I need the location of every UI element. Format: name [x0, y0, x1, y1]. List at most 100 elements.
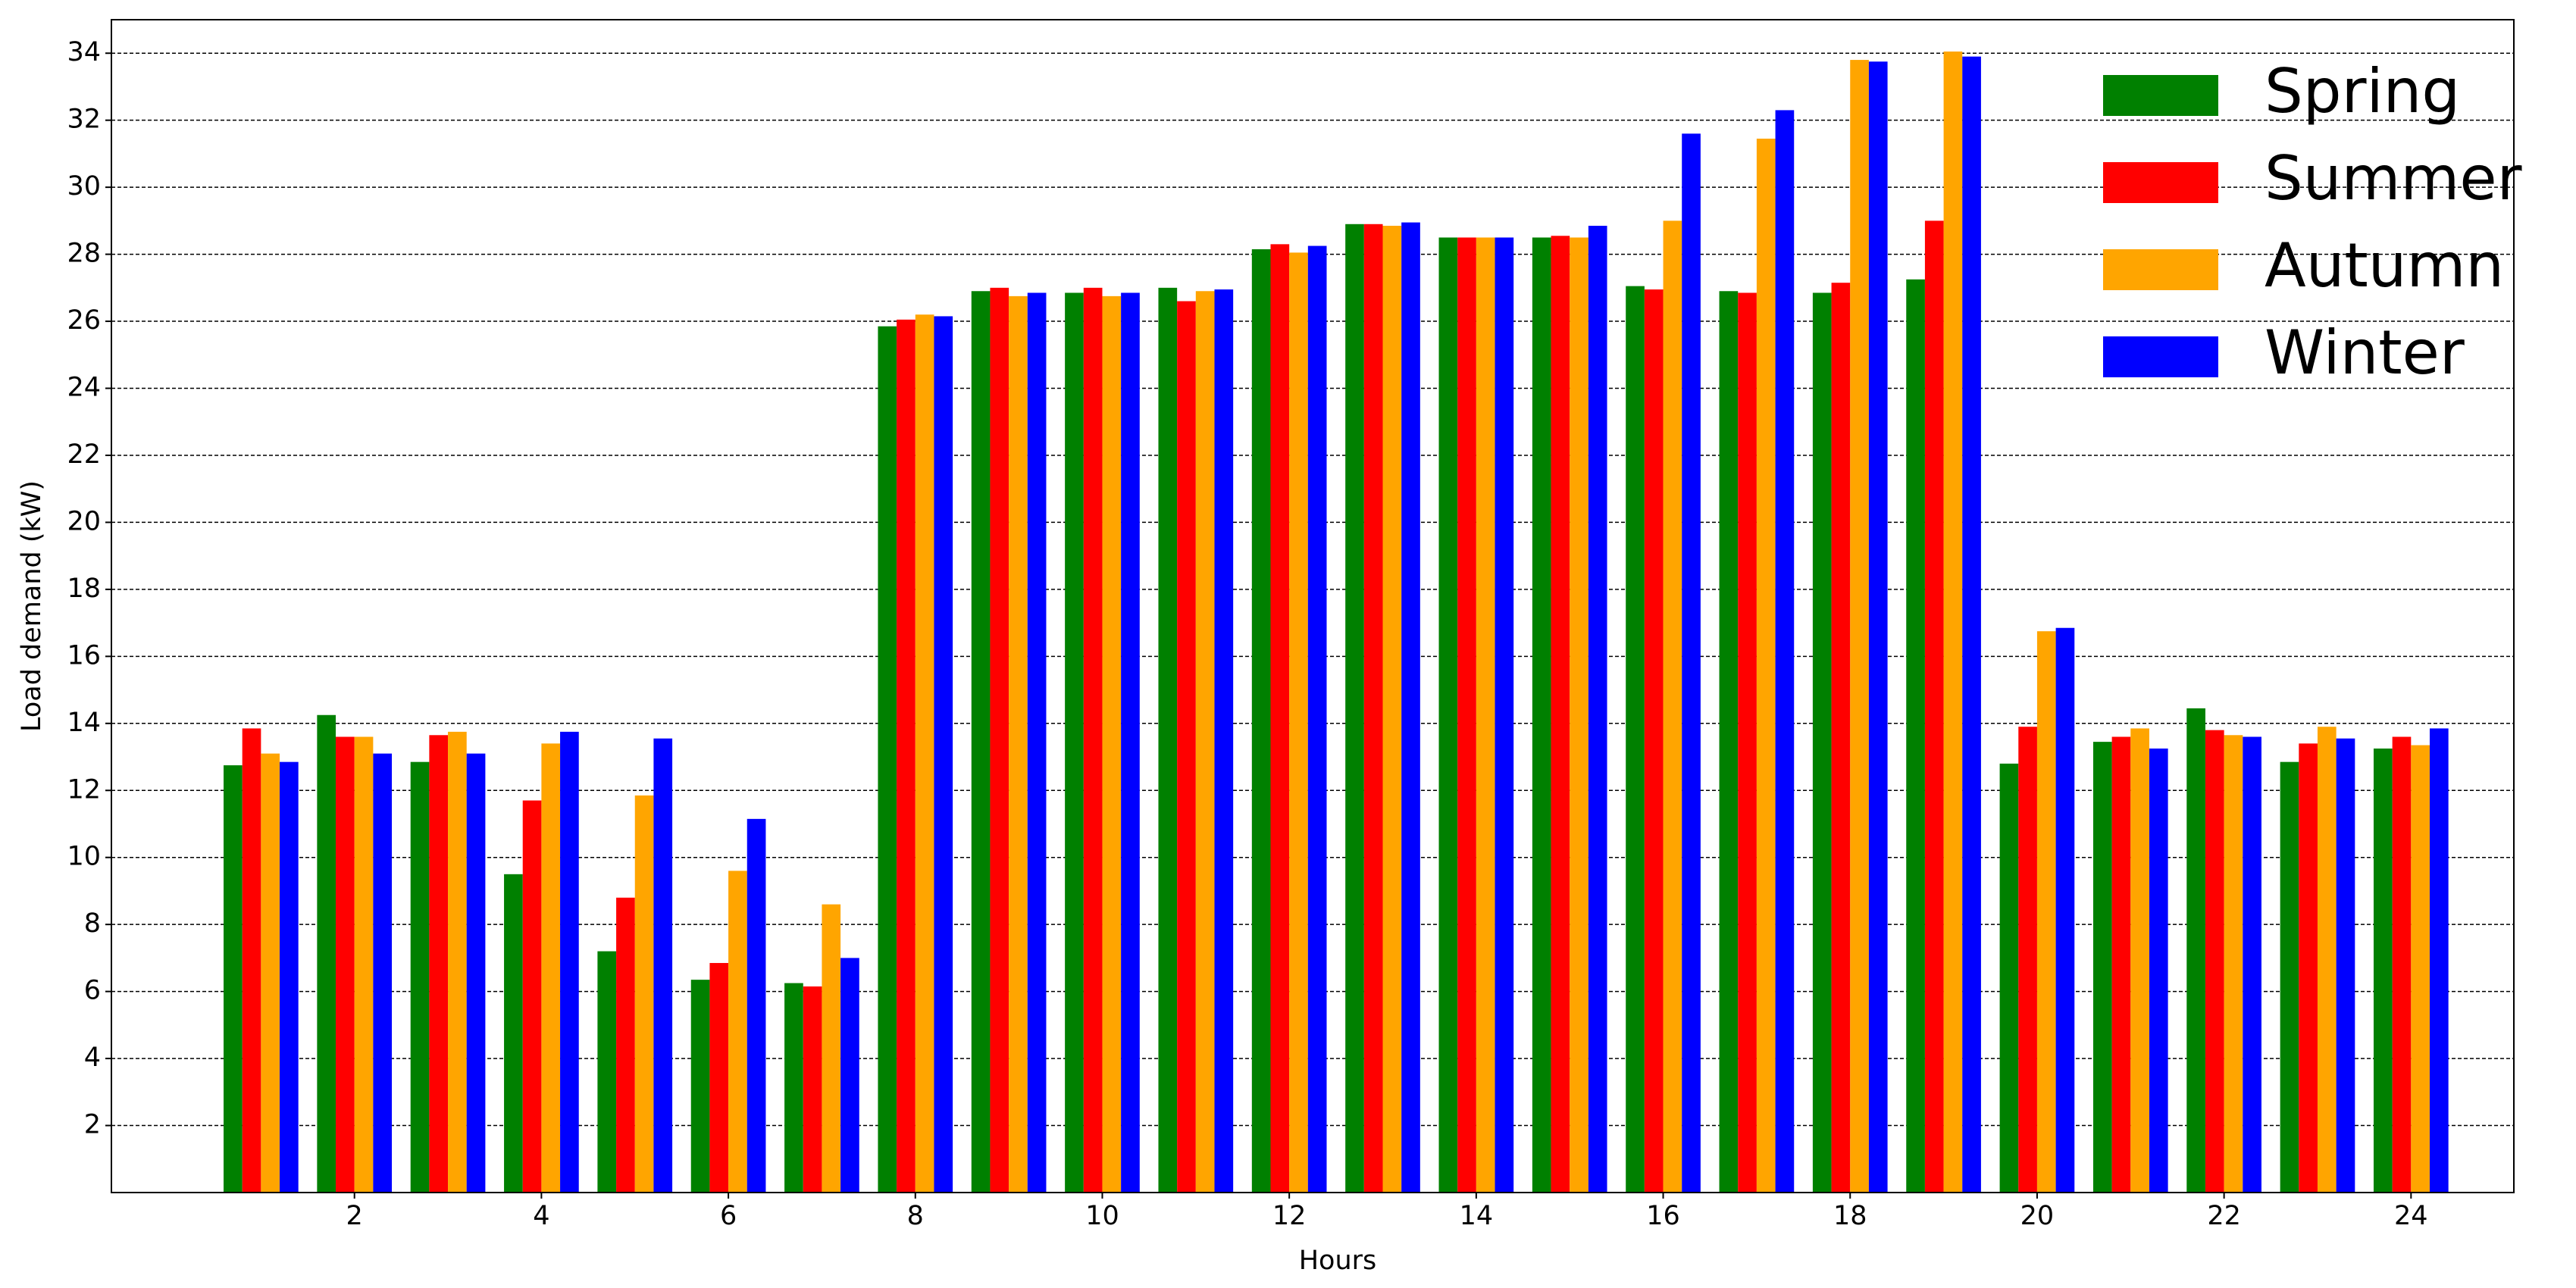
bar — [410, 761, 430, 1193]
y-tick-label: 22 — [67, 439, 101, 470]
bar — [1476, 237, 1495, 1193]
bar — [1438, 237, 1458, 1193]
bar — [897, 319, 916, 1193]
bar — [1532, 237, 1551, 1193]
bar — [224, 765, 243, 1193]
bar — [1345, 224, 1364, 1193]
x-tick-label: 14 — [1460, 1201, 1494, 1231]
bar — [504, 874, 523, 1193]
legend-label: Autumn — [2265, 230, 2504, 301]
bar — [616, 897, 635, 1193]
bar — [2111, 736, 2131, 1193]
bar — [336, 736, 355, 1193]
bar — [1551, 236, 1570, 1193]
bar — [1831, 283, 1851, 1193]
legend-label: Winter — [2265, 317, 2465, 388]
legend-swatch — [2103, 336, 2218, 377]
x-tick-label: 10 — [1085, 1201, 1119, 1231]
bar — [803, 986, 822, 1193]
bar — [1065, 292, 1084, 1193]
bar — [1756, 139, 1776, 1193]
bar — [1962, 56, 1981, 1193]
bar — [2055, 627, 2075, 1193]
bar — [1495, 237, 1514, 1193]
x-axis-label: Hours — [1299, 1246, 1377, 1276]
bar — [2205, 730, 2224, 1193]
bar — [2130, 728, 2149, 1193]
x-tick-label: 18 — [1833, 1201, 1867, 1231]
bar — [1999, 763, 2019, 1193]
bar — [784, 983, 803, 1193]
x-tick-label: 22 — [2207, 1201, 2241, 1231]
bar — [1401, 222, 1420, 1193]
bar — [2149, 748, 2168, 1193]
bar — [2429, 728, 2449, 1193]
bar — [1083, 287, 1103, 1193]
bar — [429, 735, 449, 1193]
bar — [2018, 727, 2037, 1193]
legend-swatch — [2103, 249, 2218, 290]
y-tick-label: 34 — [67, 37, 101, 67]
y-tick-label: 4 — [84, 1043, 101, 1073]
bar — [2336, 738, 2355, 1193]
bar — [1850, 60, 1869, 1193]
bar — [1307, 245, 1327, 1193]
bar — [1289, 252, 1308, 1193]
bar — [971, 291, 991, 1193]
y-tick-label: 24 — [67, 373, 101, 403]
bar — [1195, 291, 1215, 1193]
legend-swatch — [2103, 162, 2218, 203]
bar — [728, 871, 747, 1193]
y-tick-label: 10 — [67, 842, 101, 872]
bar — [448, 731, 467, 1193]
bar — [1177, 301, 1196, 1193]
bar — [2392, 736, 2412, 1193]
y-axis-label: Load demand (kW) — [17, 480, 47, 732]
bar — [822, 904, 841, 1193]
bar — [709, 963, 729, 1193]
bar — [242, 728, 261, 1193]
bar — [1158, 287, 1178, 1193]
bar — [653, 738, 673, 1193]
y-tick-label: 20 — [67, 506, 101, 536]
bar — [1943, 52, 1963, 1193]
bar — [1251, 249, 1271, 1193]
bar — [280, 761, 299, 1193]
bar — [1775, 110, 1795, 1193]
y-tick-label: 8 — [84, 908, 101, 939]
bar — [1214, 289, 1234, 1193]
bar — [1588, 226, 1607, 1193]
bar — [1738, 292, 1757, 1193]
bar — [1868, 61, 1888, 1193]
bar — [1457, 237, 1476, 1193]
legend-label: Summer — [2265, 143, 2522, 214]
bar — [1009, 295, 1028, 1193]
bar — [2411, 745, 2430, 1193]
y-tick-label: 32 — [67, 105, 101, 135]
bar — [2299, 743, 2318, 1193]
bar — [2280, 761, 2299, 1193]
bar — [522, 800, 542, 1193]
bar — [1027, 292, 1047, 1193]
bar — [915, 314, 934, 1193]
y-tick-label: 6 — [84, 976, 101, 1006]
bar — [1382, 226, 1402, 1193]
bar — [2243, 736, 2261, 1193]
bar — [1812, 292, 1832, 1193]
bar — [261, 753, 280, 1193]
bar — [2373, 748, 2393, 1193]
x-tick-label: 4 — [533, 1201, 549, 1231]
bar — [1363, 224, 1383, 1193]
plot-frame — [111, 19, 2515, 1193]
bar — [747, 818, 766, 1193]
bar — [1906, 279, 1925, 1193]
x-tick-label: 2 — [346, 1201, 363, 1231]
bar — [840, 958, 859, 1193]
bar — [541, 743, 561, 1193]
bar — [597, 951, 617, 1193]
bar — [1270, 244, 1290, 1193]
bar — [1682, 133, 1701, 1193]
y-tick-label: 2 — [84, 1110, 101, 1140]
x-tick-label: 6 — [720, 1201, 737, 1231]
legend-label: Spring — [2265, 56, 2460, 127]
